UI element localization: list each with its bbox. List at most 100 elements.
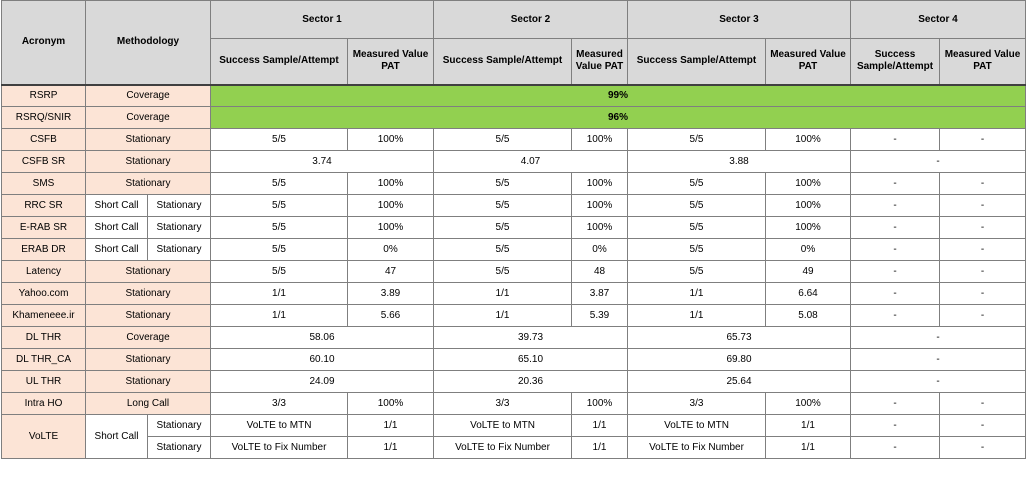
header-methodology: Methodology	[85, 0, 211, 85]
erabsr-call-type: Short Call	[85, 216, 148, 239]
sms-s2-measured: 100%	[571, 172, 628, 195]
header-acronym: Acronym	[1, 0, 86, 85]
dlthrca-s2-value: 65.10	[433, 348, 628, 371]
latency-s3-success: 5/5	[627, 260, 766, 283]
yahoo-methodology: Stationary	[85, 282, 211, 305]
volte-acronym: VoLTE	[1, 414, 86, 459]
volte-b-mode: Stationary	[147, 436, 211, 459]
yahoo-s4-measured: -	[939, 282, 1026, 305]
sms-methodology: Stationary	[85, 172, 211, 195]
khamenei-s4-measured: -	[939, 304, 1026, 327]
erabsr-s1-success: 5/5	[210, 216, 348, 239]
csfbsr-acronym: CSFB SR	[1, 150, 86, 173]
header-measured-s1: Measured Value PAT	[347, 38, 434, 85]
header-measured-s2: Measured Value PAT	[571, 38, 628, 85]
table-row: SMS Stationary 5/5 100% 5/5 100% 5/5 100% - -	[1, 172, 1026, 195]
table-row: RSRQ/SNIR Coverage 96%	[1, 106, 1026, 129]
volte-a-s1-case: VoLTE to MTN	[210, 414, 348, 437]
csfb-s4-success: -	[850, 128, 940, 151]
erabsr-s2-success: 5/5	[433, 216, 572, 239]
intraho-acronym: Intra HO	[1, 392, 86, 415]
table-row: DL THR Coverage 58.06 39.73 65.73-	[1, 326, 1026, 349]
yahoo-acronym: Yahoo.com	[1, 282, 86, 305]
volte-a-s2-result: 1/1	[571, 414, 628, 437]
erabsr-s4-measured: -	[939, 216, 1026, 239]
yahoo-s2-measured: 3.87	[571, 282, 628, 305]
latency-methodology: Stationary	[85, 260, 211, 283]
dlthr-s3-value: 65.73	[627, 326, 851, 349]
sms-s4-measured: -	[939, 172, 1026, 195]
table-row: Latency Stationary 5/5 47 5/5 48 5/5 49- -	[1, 260, 1026, 283]
dlthrca-acronym: DL THR_CA	[1, 348, 86, 371]
table-row: Yahoo.com Stationary 1/1 3.89 1/1 3.87 1/1 6.64…	[1, 282, 1026, 305]
sms-s2-success: 5/5	[433, 172, 572, 195]
khamenei-s3-success: 1/1	[627, 304, 766, 327]
yahoo-s1-measured: 3.89	[347, 282, 434, 305]
latency-s2-success: 5/5	[433, 260, 572, 283]
ulthr-methodology: Stationary	[85, 370, 211, 393]
csfb-s1-success: 5/5	[210, 128, 348, 151]
yahoo-s3-success: 1/1	[627, 282, 766, 305]
erabdr-s2-measured: 0%	[571, 238, 628, 261]
khamenei-s4-success: -	[850, 304, 940, 327]
sms-s3-success: 5/5	[627, 172, 766, 195]
yahoo-s2-success: 1/1	[433, 282, 572, 305]
rsrp-methodology: Coverage	[85, 83, 211, 107]
rsrp-acronym: RSRP	[1, 83, 86, 107]
table-row: Stationary VoLTE to Fix Number 1/1 VoLTE to…	[2, 436, 1026, 459]
ulthr-s3-value: 25.64	[627, 370, 851, 393]
volte-a-s4-case: -	[850, 414, 940, 437]
erabsr-s1-measured: 100%	[347, 216, 434, 239]
rsrp-value: 99%	[210, 83, 1026, 107]
table-row: RRC SR Short Call Stationary 5/5 100% 5/5 100%…	[1, 194, 1026, 217]
dlthr-methodology: Coverage	[85, 326, 211, 349]
header-measured-s3: Measured Value PAT	[765, 38, 851, 85]
csfb-acronym: CSFB	[1, 128, 86, 151]
rrcsr-s2-success: 5/5	[433, 194, 572, 217]
erabdr-call-type: Short Call	[85, 238, 148, 261]
yahoo-s1-success: 1/1	[210, 282, 348, 305]
erabdr-s1-success: 5/5	[210, 238, 348, 261]
latency-s4-success: -	[850, 260, 940, 283]
volte-a-s3-result: 1/1	[765, 414, 851, 437]
table-row: CSFB SR Stationary 3.74 4.07 3.88-	[1, 150, 1026, 173]
ulthr-s1-value: 24.09	[210, 370, 434, 393]
latency-s2-measured: 48	[571, 260, 628, 283]
volte-a-s2-case: VoLTE to MTN	[433, 414, 572, 437]
rrcsr-s2-measured: 100%	[571, 194, 628, 217]
csfbsr-s2-value: 4.07	[433, 150, 628, 173]
khamenei-acronym: Khameneee.ir	[1, 304, 86, 327]
yahoo-s4-success: -	[850, 282, 940, 305]
dlthrca-s4-value: -	[850, 348, 1026, 371]
dlthrca-methodology: Stationary	[85, 348, 211, 371]
latency-s3-measured: 49	[765, 260, 851, 283]
erabdr-s4-success: -	[850, 238, 940, 261]
volte-b-s1-result: 1/1	[347, 436, 434, 459]
sms-s1-measured: 100%	[347, 172, 434, 195]
header-sector-2: Sector 2	[433, 0, 628, 39]
ulthr-s4-value: -	[850, 370, 1026, 393]
csfb-s4-measured: -	[939, 128, 1026, 151]
rrcsr-mode: Stationary	[147, 194, 211, 217]
csfb-s2-success: 5/5	[433, 128, 572, 151]
latency-s1-measured: 47	[347, 260, 434, 283]
khamenei-s1-measured: 5.66	[347, 304, 434, 327]
rrcsr-s1-measured: 100%	[347, 194, 434, 217]
csfb-s3-measured: 100%	[765, 128, 851, 151]
volte-call-type: Short Call	[85, 414, 148, 459]
csfbsr-s4-value: -	[850, 150, 1026, 173]
csfb-s2-measured: 100%	[571, 128, 628, 151]
header-sector-1: Sector 1	[210, 0, 434, 39]
latency-s1-success: 5/5	[210, 260, 348, 283]
intraho-s3-measured: 100%	[765, 392, 851, 415]
sms-s1-success: 5/5	[210, 172, 348, 195]
erabsr-s3-success: 5/5	[627, 216, 766, 239]
table-row: CSFB Stationary 5/5 100% 5/5 100% 5/5 100% - -	[1, 128, 1026, 151]
dlthrca-s3-value: 69.80	[627, 348, 851, 371]
erabsr-mode: Stationary	[147, 216, 211, 239]
rsrq-acronym: RSRQ/SNIR	[1, 106, 86, 129]
header-success-s1: Success Sample/Attempt	[210, 38, 348, 85]
ulthr-s2-value: 20.36	[433, 370, 628, 393]
intraho-s1-success: 3/3	[210, 392, 348, 415]
rrcsr-call-type: Short Call	[85, 194, 148, 217]
